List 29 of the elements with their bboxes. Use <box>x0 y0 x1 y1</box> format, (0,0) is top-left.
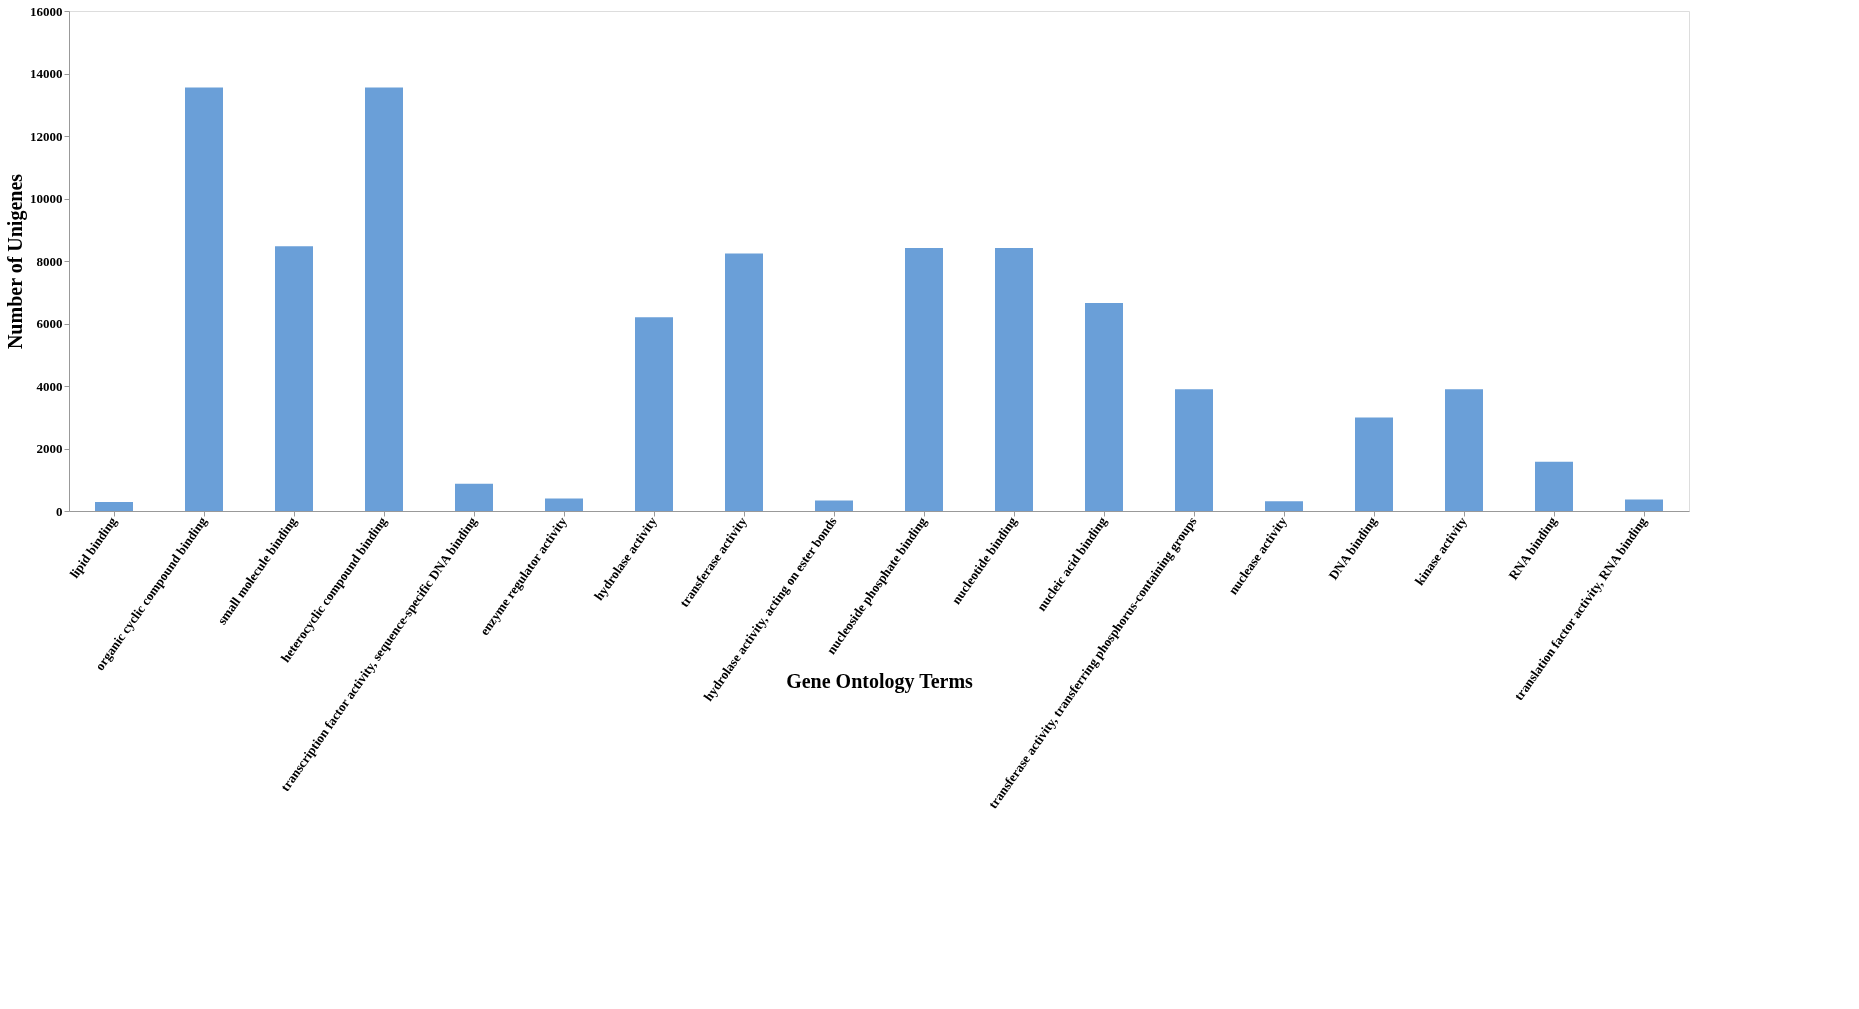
y-tick-label: 8000 <box>36 253 63 269</box>
bar <box>455 483 493 511</box>
bar <box>995 247 1033 511</box>
bar <box>635 317 673 511</box>
bar <box>275 246 313 511</box>
y-tick-label: 2000 <box>36 441 63 456</box>
y-tick-label: 10000 <box>30 191 63 206</box>
bar <box>1265 501 1303 511</box>
bar <box>1535 461 1573 511</box>
y-tick-label: 4000 <box>36 378 63 394</box>
bar <box>1085 302 1123 511</box>
bar <box>1175 389 1213 511</box>
bar <box>905 247 943 511</box>
bar <box>1355 417 1393 511</box>
bar <box>365 87 403 511</box>
y-tick-label: 16000 <box>30 3 63 19</box>
y-tick-label: 14000 <box>30 66 63 81</box>
x-axis-title: Gene Ontology Terms <box>786 669 974 693</box>
bar <box>95 501 133 511</box>
bar <box>185 87 223 511</box>
bar <box>545 498 583 511</box>
bar <box>815 500 853 511</box>
y-tick-label: 0 <box>56 503 63 519</box>
bar <box>725 253 763 511</box>
y-axis-title: Number of Unigenes <box>4 173 27 350</box>
bar <box>1625 499 1663 511</box>
bar <box>1445 389 1483 511</box>
y-tick-label: 12000 <box>30 128 63 144</box>
y-tick-label: 6000 <box>36 316 63 331</box>
